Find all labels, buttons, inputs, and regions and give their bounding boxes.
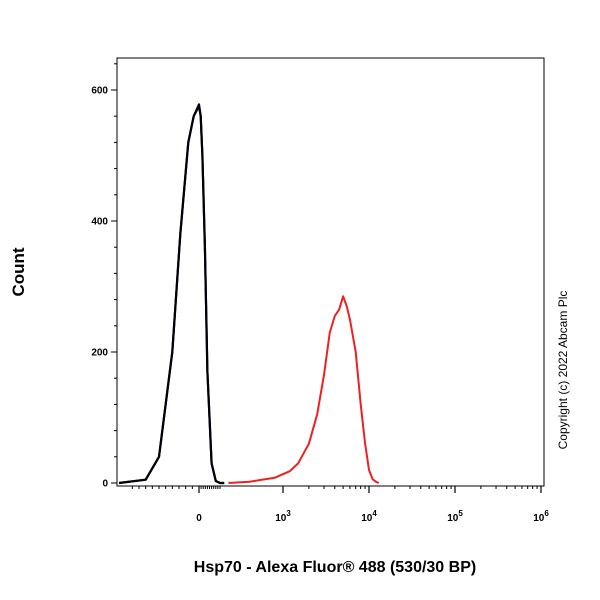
x-tick-label: 0 [196,513,202,524]
series-line-1 [118,103,225,485]
y-tick-label: 600 [91,86,108,97]
y-tick-label: 400 [91,217,108,228]
series-line-0 [118,105,225,485]
plot-frame [116,57,545,487]
x-tick-label: 104 [361,509,377,524]
x-tick-label: 105 [447,509,463,524]
series-layer [118,103,380,485]
x-tick-label: 106 [533,509,549,524]
y-axis-title: Count [9,247,28,296]
x-axis-title: Hsp70 - Alexa Fluor® 488 (530/30 BP) [194,559,476,576]
x-tick-label: 103 [275,509,291,524]
copyright-text: Copyright (c) 2022 Abcam Plc [556,291,570,450]
y-tick-label: 200 [91,348,108,359]
y-tick-label: 0 [102,479,108,490]
series-line-2 [228,295,380,484]
